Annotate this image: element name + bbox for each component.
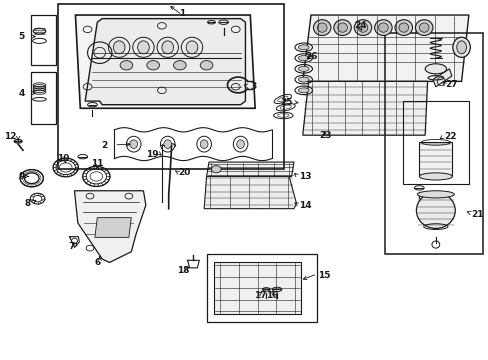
Polygon shape xyxy=(75,15,255,108)
Ellipse shape xyxy=(398,23,408,32)
Polygon shape xyxy=(302,15,468,81)
Ellipse shape xyxy=(417,191,453,198)
Text: 1: 1 xyxy=(179,9,185,18)
Text: 6: 6 xyxy=(94,258,100,267)
Text: 3: 3 xyxy=(250,82,256,91)
Text: 7: 7 xyxy=(68,242,74,251)
Text: 26: 26 xyxy=(304,52,317,61)
Ellipse shape xyxy=(113,41,125,54)
Ellipse shape xyxy=(186,41,198,54)
Text: 23: 23 xyxy=(319,131,331,140)
Ellipse shape xyxy=(333,20,350,36)
Text: 8: 8 xyxy=(24,199,31,208)
Ellipse shape xyxy=(378,23,387,32)
Ellipse shape xyxy=(200,60,212,70)
Ellipse shape xyxy=(298,45,308,50)
Text: 14: 14 xyxy=(298,201,311,210)
Ellipse shape xyxy=(298,77,308,82)
Ellipse shape xyxy=(33,28,46,34)
Text: 27: 27 xyxy=(445,81,457,90)
Polygon shape xyxy=(213,262,301,315)
Polygon shape xyxy=(85,19,245,105)
Ellipse shape xyxy=(298,66,308,71)
Text: 15: 15 xyxy=(318,270,330,279)
Ellipse shape xyxy=(353,20,371,36)
Ellipse shape xyxy=(137,41,149,54)
Text: 16: 16 xyxy=(265,291,278,300)
Text: 20: 20 xyxy=(178,168,190,177)
Ellipse shape xyxy=(452,37,469,57)
Ellipse shape xyxy=(419,173,451,180)
Text: 22: 22 xyxy=(444,132,456,141)
Polygon shape xyxy=(432,69,451,87)
Text: 24: 24 xyxy=(354,21,366,30)
Text: 9: 9 xyxy=(18,172,24,181)
Ellipse shape xyxy=(173,60,186,70)
Ellipse shape xyxy=(416,193,454,228)
Polygon shape xyxy=(206,162,293,176)
Text: 10: 10 xyxy=(57,154,69,163)
Ellipse shape xyxy=(357,23,367,32)
Text: 18: 18 xyxy=(177,266,190,275)
Ellipse shape xyxy=(162,41,173,54)
Ellipse shape xyxy=(419,23,428,32)
Ellipse shape xyxy=(163,140,171,148)
Ellipse shape xyxy=(298,88,308,93)
Ellipse shape xyxy=(317,23,326,32)
Text: 5: 5 xyxy=(18,32,24,41)
Ellipse shape xyxy=(120,60,132,70)
FancyBboxPatch shape xyxy=(419,142,451,176)
Text: 19: 19 xyxy=(146,150,159,159)
Text: 21: 21 xyxy=(470,210,483,219)
Text: 11: 11 xyxy=(91,159,103,168)
Ellipse shape xyxy=(146,60,159,70)
Polygon shape xyxy=(95,218,131,237)
Ellipse shape xyxy=(394,20,412,36)
Polygon shape xyxy=(302,81,427,135)
Ellipse shape xyxy=(337,23,347,32)
Text: 25: 25 xyxy=(280,98,292,107)
Ellipse shape xyxy=(211,166,221,173)
Ellipse shape xyxy=(236,140,244,148)
Text: 17: 17 xyxy=(253,291,266,300)
Ellipse shape xyxy=(130,140,137,148)
Text: 4: 4 xyxy=(18,89,24,98)
Ellipse shape xyxy=(200,140,207,148)
Ellipse shape xyxy=(456,41,466,54)
Text: 2: 2 xyxy=(101,141,107,150)
Ellipse shape xyxy=(298,55,308,60)
Ellipse shape xyxy=(415,20,432,36)
Ellipse shape xyxy=(424,64,446,74)
Polygon shape xyxy=(204,176,296,209)
Polygon shape xyxy=(74,191,145,262)
Ellipse shape xyxy=(374,20,391,36)
Ellipse shape xyxy=(313,20,330,36)
Text: 13: 13 xyxy=(298,172,311,181)
Text: 12: 12 xyxy=(4,132,16,141)
